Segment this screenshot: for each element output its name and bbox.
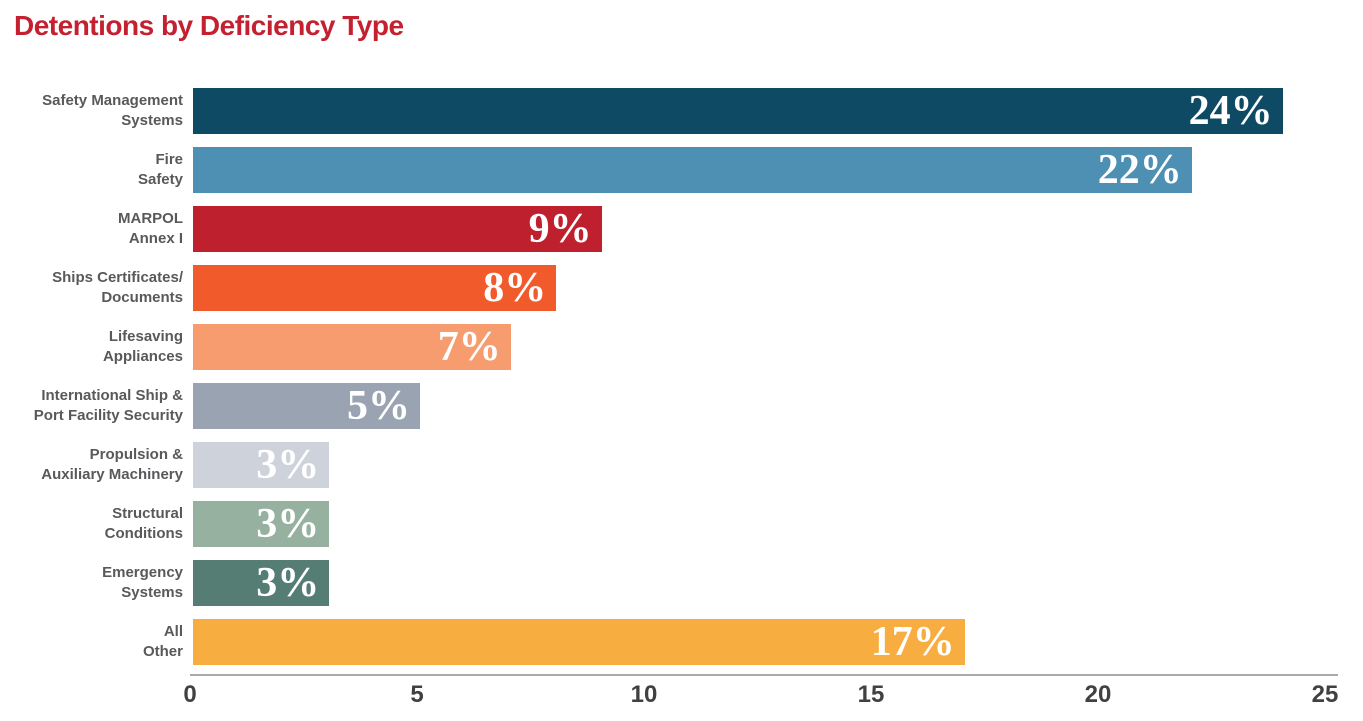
bar-value-label: 17% bbox=[870, 619, 955, 665]
category-label: MARPOL Annex I bbox=[0, 206, 183, 252]
bar-row: International Ship & Port Facility Securi… bbox=[0, 383, 1363, 429]
bar-row: Ships Certificates/Documents 8% bbox=[0, 265, 1363, 311]
x-axis-line bbox=[190, 674, 1338, 676]
category-label-line: Systems bbox=[121, 584, 183, 601]
bar: 7% bbox=[193, 324, 511, 370]
bar-row: Lifesaving Appliances 7% bbox=[0, 324, 1363, 370]
bar-value-label: 3% bbox=[256, 501, 320, 547]
category-label-line: Fire bbox=[155, 151, 183, 168]
bar-rows: Safety Management Systems 24% Fire Safety 22%… bbox=[0, 88, 1363, 678]
category-label-line: Safety bbox=[137, 171, 183, 188]
bar: 22% bbox=[193, 147, 1192, 193]
category-label: Fire Safety bbox=[0, 147, 183, 193]
category-label-line: Safety Management bbox=[42, 92, 183, 109]
x-axis-tick-label: 15 bbox=[857, 681, 885, 708]
x-axis-ticks: 0 5 10 15 20 25 bbox=[183, 681, 1338, 708]
bar-value-label: 3% bbox=[256, 442, 320, 488]
bar-track: 3% bbox=[193, 442, 1328, 488]
bar: 3% bbox=[193, 442, 330, 488]
bar-track: 17% bbox=[193, 619, 1328, 665]
bar-value-label: 24% bbox=[1188, 88, 1273, 134]
category-label: Lifesaving Appliances bbox=[0, 324, 183, 370]
x-axis-tick-label: 25 bbox=[1311, 681, 1339, 708]
bar-track: 9% bbox=[193, 206, 1328, 252]
bar-track: 7% bbox=[193, 324, 1328, 370]
bar: 3% bbox=[193, 560, 330, 606]
bar: 17% bbox=[193, 619, 965, 665]
category-label-line: Ships Certificates/ bbox=[52, 269, 183, 286]
category-label: International Ship & Port Facility Securi… bbox=[0, 383, 183, 429]
bar-track: 3% bbox=[193, 560, 1328, 606]
bar-value-label: 9% bbox=[528, 206, 592, 252]
bar-row: Structural Conditions 3% bbox=[0, 501, 1363, 547]
category-label: Emergency Systems bbox=[0, 560, 183, 606]
bar-value-label: 8% bbox=[483, 265, 547, 311]
bar-value-label: 3% bbox=[256, 560, 320, 606]
category-label-line: All bbox=[163, 623, 183, 640]
bar-row: Safety Management Systems 24% bbox=[0, 88, 1363, 134]
category-label-line: Documents bbox=[101, 289, 183, 306]
bar-track: 5% bbox=[193, 383, 1328, 429]
bar: 3% bbox=[193, 501, 330, 547]
bar-row: Fire Safety 22% bbox=[0, 147, 1363, 193]
category-label-line: International Ship & bbox=[41, 387, 183, 404]
bar: 24% bbox=[193, 88, 1283, 134]
category-label-line: Annex I bbox=[128, 230, 183, 247]
bar-track: 22% bbox=[193, 147, 1328, 193]
category-label-line: Structural bbox=[112, 505, 183, 522]
category-label-line: MARPOL bbox=[118, 210, 183, 227]
category-label-line: Appliances bbox=[102, 348, 183, 365]
bar-value-label: 5% bbox=[347, 383, 410, 429]
category-label-line: Port Facility Security bbox=[33, 407, 183, 424]
bar-row: MARPOL Annex I 9% bbox=[0, 206, 1363, 252]
category-label: Safety Management Systems bbox=[0, 88, 183, 134]
category-label-line: Emergency bbox=[102, 564, 183, 581]
bar-value-label: 22% bbox=[1097, 147, 1182, 193]
x-axis-tick-label: 5 bbox=[410, 681, 424, 708]
bar-track: 3% bbox=[193, 501, 1328, 547]
x-axis-tick-label: 0 bbox=[183, 681, 197, 708]
bar-value-label: 7% bbox=[437, 324, 501, 370]
bar-track: 8% bbox=[193, 265, 1328, 311]
bar: 8% bbox=[193, 265, 557, 311]
category-label-line: Lifesaving bbox=[108, 328, 183, 345]
category-label: Propulsion & Auxiliary Machinery bbox=[0, 442, 183, 488]
bar-row: Propulsion & Auxiliary Machinery 3% bbox=[0, 442, 1363, 488]
category-label-line: Propulsion & bbox=[89, 446, 183, 463]
bar: 9% bbox=[193, 206, 602, 252]
bar: 5% bbox=[193, 383, 420, 429]
category-label-line: Auxiliary Machinery bbox=[41, 466, 183, 483]
category-label: All Other bbox=[0, 619, 183, 665]
category-label: Structural Conditions bbox=[0, 501, 183, 547]
category-label-line: Conditions bbox=[104, 525, 183, 542]
category-label: Ships Certificates/Documents bbox=[0, 265, 183, 311]
chart-title: Detentions by Deficiency Type bbox=[14, 10, 404, 41]
category-label-line: Other bbox=[142, 643, 183, 660]
category-label-line: Systems bbox=[121, 112, 183, 129]
bar-row: All Other 17% bbox=[0, 619, 1363, 665]
x-axis-tick-label: 10 bbox=[630, 681, 658, 708]
bar-track: 24% bbox=[193, 88, 1328, 134]
bar-row: Emergency Systems 3% bbox=[0, 560, 1363, 606]
x-axis-tick-label: 20 bbox=[1084, 681, 1112, 708]
